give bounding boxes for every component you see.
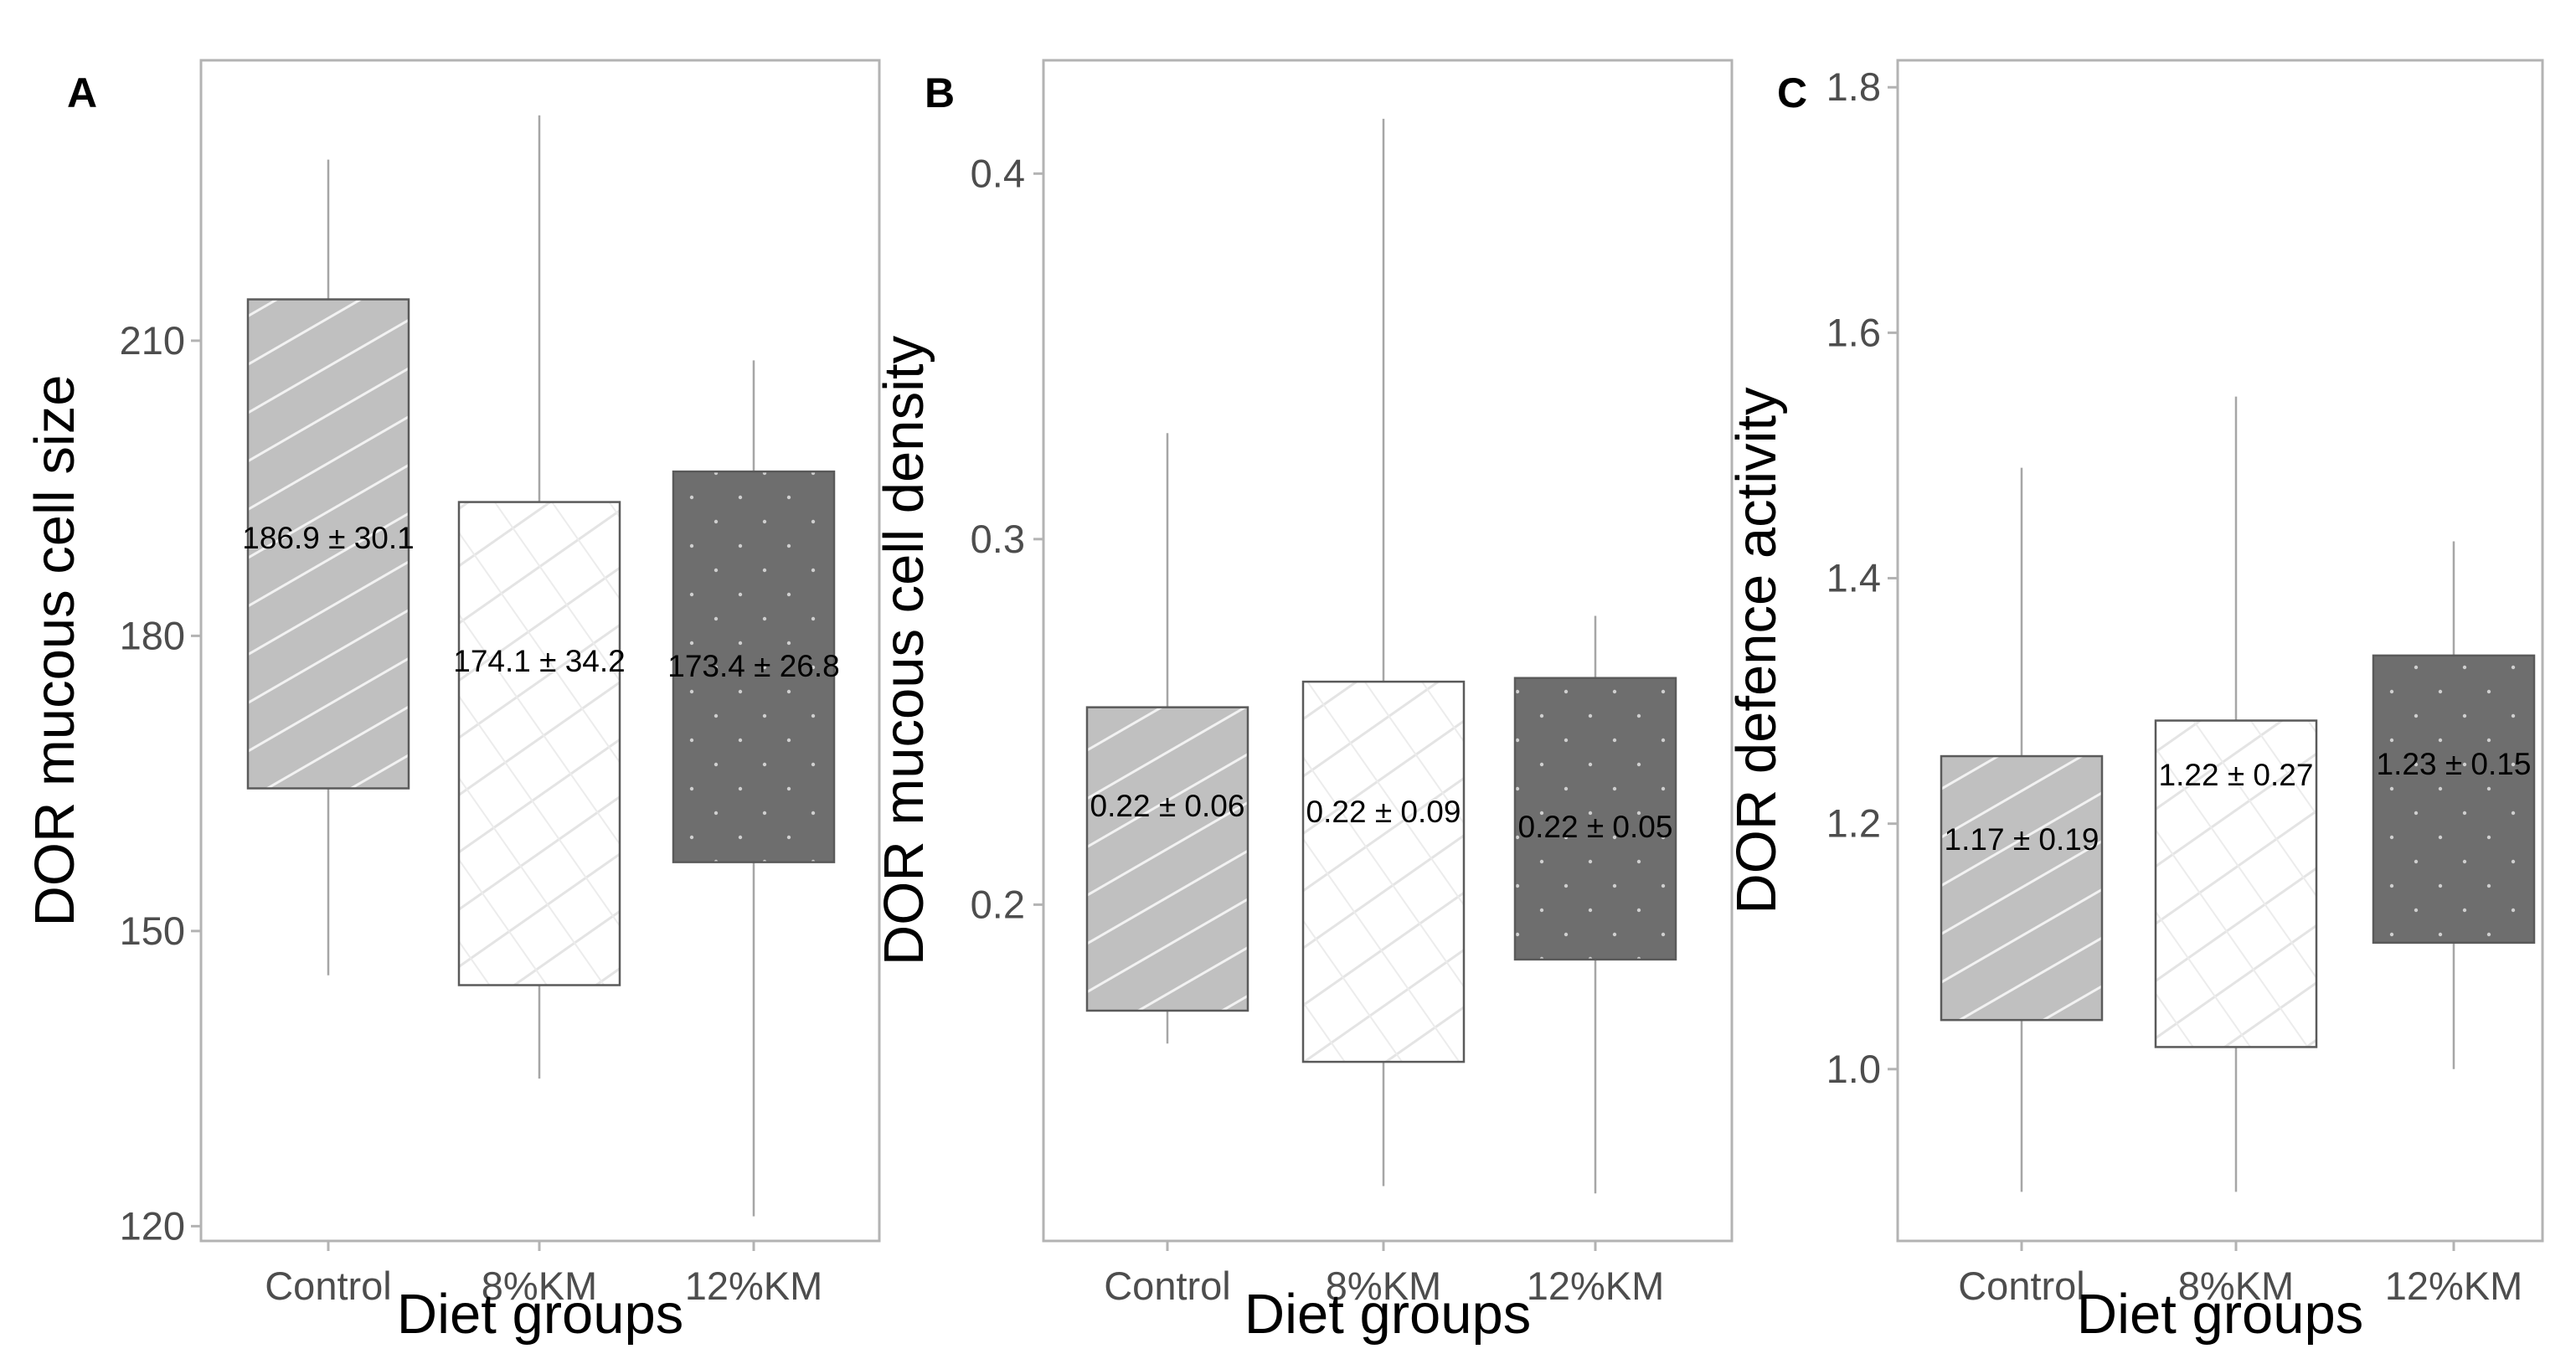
y-tick-label: 1.0 — [1826, 1047, 1881, 1091]
y-tick-label: 0.3 — [971, 517, 1025, 561]
box-body — [1940, 754, 2104, 1022]
box-12pct-km: 0.22 ± 0.05 — [1513, 615, 1677, 1194]
box-value-label: 186.9 ± 30.1 — [242, 521, 414, 555]
x-tick-label: Control — [1104, 1264, 1231, 1308]
panel-border — [1896, 59, 2544, 1243]
box-8pct-km: 1.22 ± 0.27 — [2154, 396, 2318, 1192]
y-tick-label: 150 — [120, 909, 185, 953]
box-body — [246, 298, 410, 790]
box-value-label: 0.22 ± 0.05 — [1518, 810, 1673, 844]
y-tick-label: 0.4 — [971, 151, 1025, 195]
x-axis-label: Diet groups — [397, 1283, 684, 1346]
y-tick-label: 1.2 — [1826, 801, 1881, 846]
box-body — [2372, 654, 2536, 945]
x-axis-label: Diet groups — [2077, 1283, 2364, 1346]
y-axis-label: DOR mucous cell density — [873, 335, 935, 965]
box-control: 186.9 ± 30.1 — [242, 159, 415, 975]
box-body — [457, 501, 621, 986]
x-tick-label: 12%KM — [2385, 1264, 2523, 1308]
y-tick-label: 1.8 — [1826, 64, 1881, 109]
box-8pct-km: 0.22 ± 0.09 — [1301, 118, 1466, 1187]
box-value-label: 173.4 ± 26.8 — [667, 649, 839, 683]
x-tick-label: Control — [1958, 1264, 2085, 1308]
box-body — [2154, 719, 2318, 1048]
y-tick-label: 210 — [120, 318, 185, 363]
x-tick-label: 8%KM — [1326, 1264, 1441, 1308]
panel-letter: A — [67, 69, 97, 116]
box-control: 1.17 ± 0.19 — [1940, 467, 2104, 1192]
x-tick-label: 8%KM — [2178, 1264, 2294, 1308]
panel-letter: C — [1777, 69, 1807, 116]
panel-c: C 1.0 1.2 1.4 1.6 1.8 DOR defence activity Cont… — [1725, 59, 2544, 1346]
box-body — [672, 470, 836, 863]
box-control: 0.22 ± 0.06 — [1085, 433, 1249, 1044]
box-value-label: 0.22 ± 0.06 — [1090, 789, 1245, 823]
y-tick-label: 180 — [120, 613, 185, 657]
box-12pct-km: 173.4 ± 26.8 — [667, 360, 840, 1217]
box-value-label: 174.1 ± 34.2 — [453, 644, 625, 678]
y-tick-label: 1.6 — [1826, 310, 1881, 354]
y-axis-label: DOR mucous cell size — [23, 374, 86, 926]
box-8pct-km: 174.1 ± 34.2 — [453, 115, 626, 1079]
box-body — [1513, 677, 1677, 961]
box-body — [1085, 706, 1249, 1012]
box-body — [1301, 680, 1466, 1063]
box-value-label: 0.22 ± 0.09 — [1306, 795, 1461, 829]
x-tick-label: 12%KM — [685, 1264, 823, 1308]
panel-letter: B — [925, 69, 955, 116]
panel-a: A 120 150 180 210 DOR mucous cell size Control… — [23, 59, 881, 1346]
y-tick-label: 0.2 — [971, 882, 1025, 926]
box-value-label: 1.17 ± 0.19 — [1945, 822, 2099, 857]
panel-b: B 0.2 0.3 0.4 DOR mucous cell density Control… — [873, 59, 1734, 1346]
box-12pct-km: 1.23 ± 0.15 — [2372, 541, 2536, 1069]
y-tick-label: 1.4 — [1826, 556, 1881, 600]
x-tick-label: 12%KM — [1527, 1264, 1665, 1308]
box-value-label: 1.22 ± 0.27 — [2159, 758, 2314, 792]
y-tick-label: 120 — [120, 1203, 185, 1248]
x-axis-label: Diet groups — [1244, 1283, 1532, 1346]
x-tick-label: Control — [265, 1264, 392, 1308]
panel-border — [1042, 59, 1734, 1243]
y-axis-label: DOR defence activity — [1725, 387, 1788, 914]
x-tick-label: 8%KM — [482, 1264, 597, 1308]
box-value-label: 1.23 ± 0.15 — [2377, 747, 2532, 781]
